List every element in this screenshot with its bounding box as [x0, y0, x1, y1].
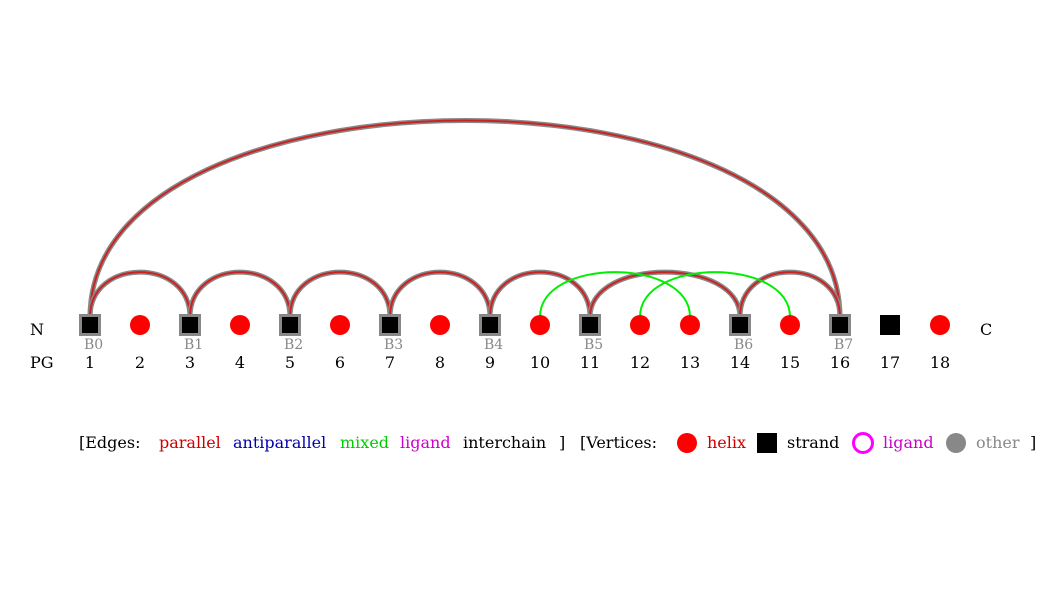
- labels-layer: N C PG: [30, 320, 992, 372]
- parallel-edge-14-16: [739, 271, 841, 318]
- pg-number-4: 4: [235, 353, 245, 372]
- pg-number-18: 18: [930, 353, 950, 372]
- strand-vertex-3: [182, 317, 198, 333]
- helix-vertex-6: [330, 315, 350, 335]
- legend-vertex-ligand: ligand: [883, 433, 934, 452]
- helix-vertex-8: [430, 315, 450, 335]
- parallel-edge-3-5-outline: [187, 269, 293, 318]
- pg-number-9: 9: [485, 353, 495, 372]
- pg-number-7: 7: [385, 353, 395, 372]
- strand-label-b1: B1: [184, 337, 203, 353]
- parallel-edge-5-7-outline: [287, 269, 393, 318]
- strand-label-b5: B5: [584, 337, 603, 353]
- legend-edge-ligand: ligand: [400, 433, 451, 452]
- strand-vertex-1: [82, 317, 98, 333]
- pg-number-1: 1: [85, 353, 95, 372]
- strand-label-b7: B7: [834, 337, 853, 353]
- pg-number-6: 6: [335, 353, 345, 372]
- legend-vertices-open: [Vertices:: [580, 433, 657, 452]
- parallel-edge-11-14: [589, 271, 741, 318]
- helix-vertex-4: [230, 315, 250, 335]
- pg-number-13: 13: [680, 353, 700, 372]
- strand-vertex-9: [482, 317, 498, 333]
- legend: [Edges: parallel antiparallel mixed liga…: [79, 432, 1036, 454]
- strand-vertex-11: [582, 317, 598, 333]
- black-square-icon: [757, 433, 777, 453]
- pg-number-10: 10: [530, 353, 550, 372]
- strand-label-b0: B0: [84, 337, 103, 353]
- n-terminus-label: N: [30, 320, 44, 339]
- legend-edges-close: ]: [559, 433, 565, 452]
- strand-vertex-14: [732, 317, 748, 333]
- pg-number-8: 8: [435, 353, 445, 372]
- legend-edges-open: [Edges:: [79, 433, 140, 452]
- pg-number-15: 15: [780, 353, 800, 372]
- mixed-edge-12-15: [639, 271, 791, 318]
- parallel-edge-5-7: [289, 271, 391, 318]
- strand-vertex-17: [880, 315, 900, 335]
- helix-vertex-10: [530, 315, 550, 335]
- strand-label-b2: B2: [284, 337, 303, 353]
- helix-vertex-18: [930, 315, 950, 335]
- parallel-edge-11-14-outline: [587, 269, 743, 318]
- mixed-edge-10-13: [539, 271, 691, 318]
- parallel-edge-1-3: [89, 271, 191, 318]
- pg-number-3: 3: [185, 353, 195, 372]
- parallel-edge-1-16: [89, 119, 841, 318]
- pg-row-label: PG: [30, 353, 54, 372]
- pg-number-2: 2: [135, 353, 145, 372]
- parallel-edge-7-9: [389, 271, 491, 318]
- strand-label-b3: B3: [384, 337, 403, 353]
- strand-label-b4: B4: [484, 337, 503, 353]
- pg-number-17: 17: [880, 353, 900, 372]
- helix-vertex-15: [780, 315, 800, 335]
- strand-label-b6: B6: [734, 337, 753, 353]
- pg-number-16: 16: [830, 353, 850, 372]
- legend-edge-mixed: mixed: [340, 433, 389, 452]
- pg-number-14: 14: [730, 353, 750, 372]
- legend-vertex-helix: helix: [707, 433, 746, 452]
- parallel-edge-1-3-outline: [87, 269, 193, 318]
- legend-vertex-other: other: [976, 433, 1020, 452]
- legend-edge-interchain: interchain: [463, 433, 546, 452]
- magenta-ring-icon: [852, 432, 874, 454]
- parallel-edge-9-11: [489, 271, 591, 318]
- helix-vertex-12: [630, 315, 650, 335]
- edges-layer: [87, 117, 843, 318]
- legend-vertices-close: ]: [1030, 433, 1036, 452]
- strand-vertex-16: [832, 317, 848, 333]
- parallel-edge-3-5: [189, 271, 291, 318]
- pg-number-5: 5: [285, 353, 295, 372]
- c-terminus-label: C: [980, 320, 992, 339]
- gray-circle-icon: [946, 433, 966, 453]
- legend-vertex-strand: strand: [787, 433, 839, 452]
- legend-edge-parallel: parallel: [159, 433, 221, 452]
- pg-number-11: 11: [580, 353, 600, 372]
- parallel-edge-7-9-outline: [387, 269, 493, 318]
- strand-vertex-5: [282, 317, 298, 333]
- red-circle-icon: [677, 433, 697, 453]
- strand-vertex-7: [382, 317, 398, 333]
- legend-edge-antiparallel: antiparallel: [233, 433, 326, 452]
- pg-number-12: 12: [630, 353, 650, 372]
- helix-vertex-13: [680, 315, 700, 335]
- helix-vertex-2: [130, 315, 150, 335]
